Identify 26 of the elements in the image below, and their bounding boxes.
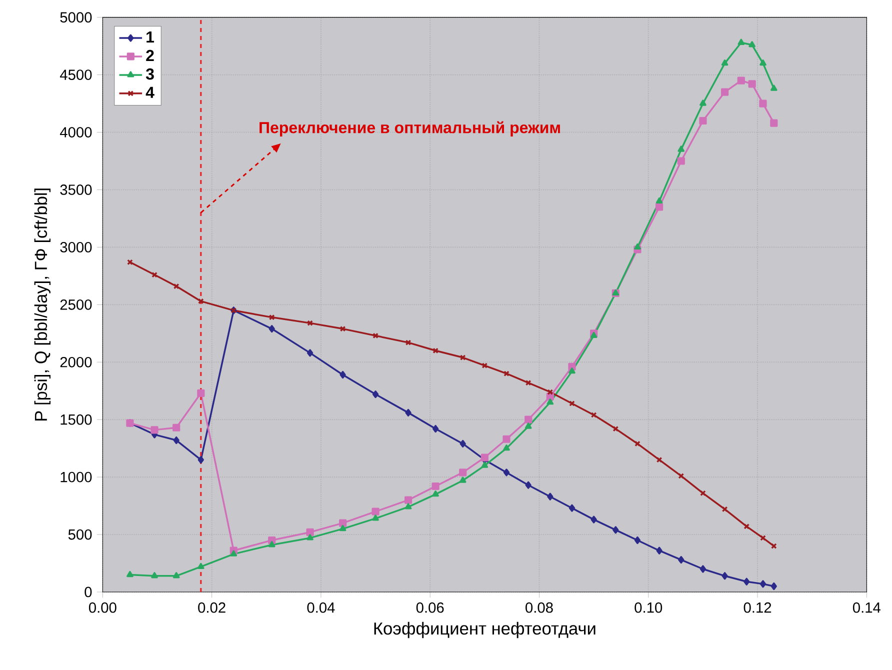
x-tick-label: 0.10 [634,602,662,613]
legend-label: 4 [146,86,154,98]
y-tick-label: 3000 [60,242,92,252]
y-tick-label: 2500 [60,299,92,310]
x-tick-label: 0.02 [198,602,226,613]
y-axis-title: P [psi], Q [bbl/day], ГФ [cft/bbl] [34,188,50,420]
y-tick-label: 2000 [60,356,92,368]
y-tick-label: 1500 [60,414,92,425]
x-axis-title: Коэффициент нефтеотдачи [374,622,596,638]
y-tick-label: 0 [84,586,92,598]
y-tick-label: 500 [68,529,92,540]
x-tick-label: 0.12 [744,602,772,613]
x-tick-label: 0.04 [307,602,335,613]
x-tick-label: 0.06 [416,602,444,613]
y-tick-label: 3500 [60,184,92,195]
x-tick-label: 0.08 [526,602,553,613]
y-tick-label: 4500 [60,70,92,80]
annotation: Переключение в оптимальный режим [260,121,560,136]
y-tick-label: 1000 [60,472,92,482]
x-tick-label: 0.14 [852,602,880,613]
y-tick-label: 5000 [60,12,92,23]
x-tick-label: 0.00 [88,602,116,613]
legend-label: 1 [146,32,154,43]
y-tick-label: 4000 [60,127,92,138]
legend-label: 2 [146,50,154,62]
legend-label: 3 [146,68,154,80]
